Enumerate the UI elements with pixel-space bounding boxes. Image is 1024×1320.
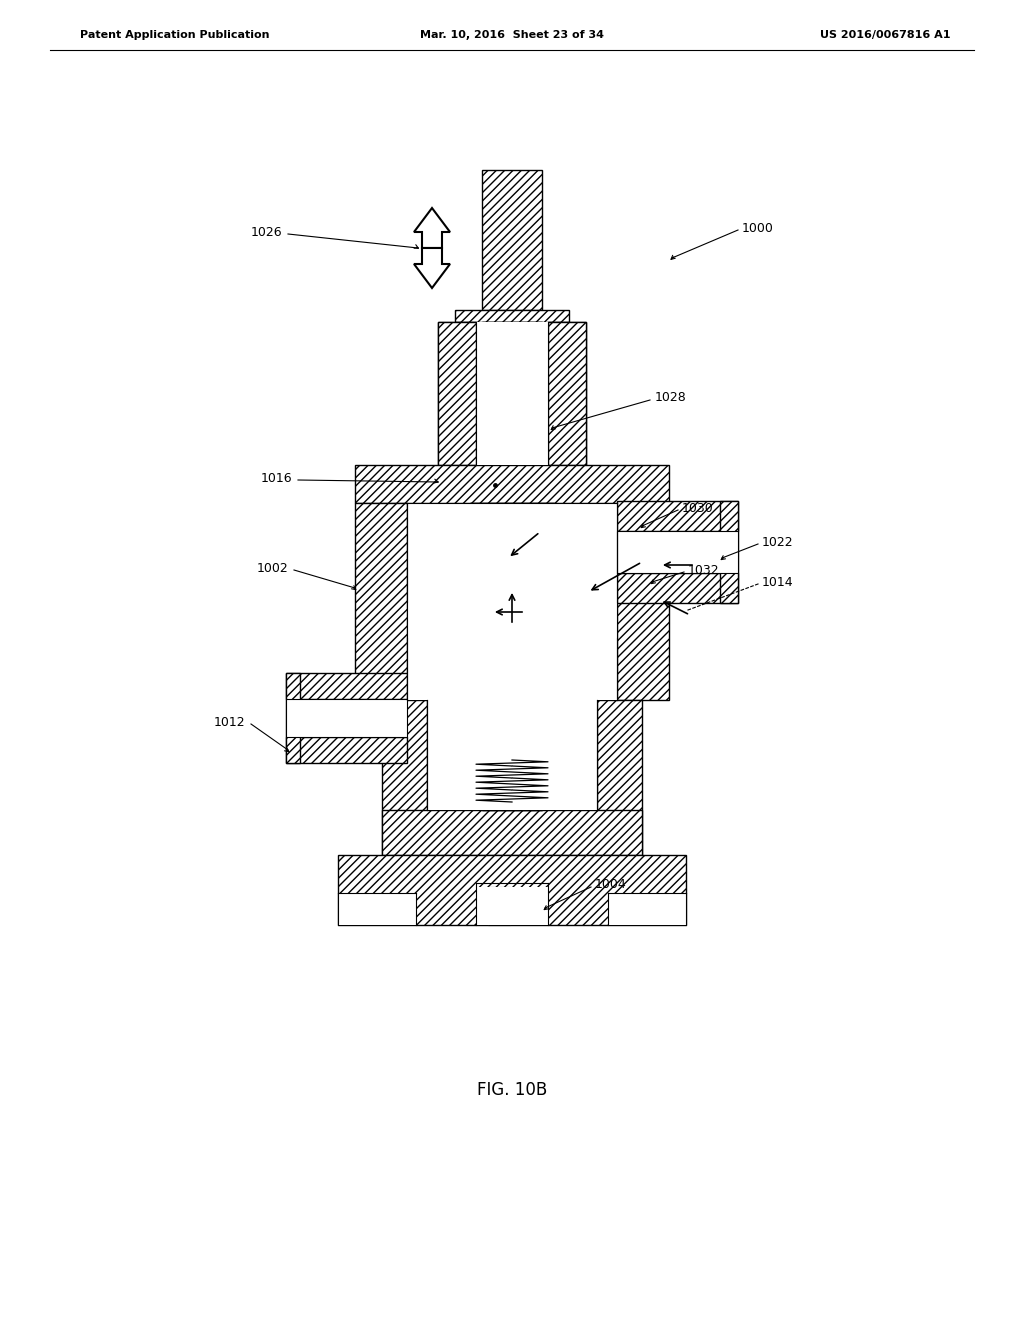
Text: 1028: 1028	[655, 392, 687, 404]
Bar	[608, 894, 686, 925]
Text: FIG. 10B: FIG. 10B	[477, 1081, 547, 1100]
Bar	[482, 638, 542, 755]
Bar	[476, 322, 548, 465]
Bar	[470, 503, 554, 602]
Bar	[286, 700, 407, 737]
Bar	[617, 531, 738, 573]
Bar	[482, 322, 542, 465]
Text: 1014: 1014	[762, 576, 794, 589]
Bar	[355, 503, 407, 700]
Bar	[548, 322, 586, 465]
Bar	[554, 503, 617, 602]
Bar	[338, 855, 686, 925]
Bar	[286, 737, 407, 763]
Bar	[617, 502, 738, 531]
Bar	[407, 602, 462, 700]
Bar	[355, 465, 669, 503]
Text: 1032: 1032	[688, 564, 720, 577]
Bar	[597, 700, 642, 855]
Bar	[407, 602, 462, 638]
Text: Patent Application Publication: Patent Application Publication	[80, 30, 269, 40]
Bar	[427, 700, 597, 810]
Bar	[562, 602, 617, 700]
Text: 1012: 1012	[213, 715, 245, 729]
Bar	[462, 602, 562, 638]
Text: 1000: 1000	[742, 222, 774, 235]
Bar	[407, 503, 617, 700]
Text: 1030: 1030	[682, 502, 714, 515]
Bar	[338, 894, 416, 925]
Bar	[438, 322, 476, 465]
Bar	[407, 503, 470, 602]
Bar	[562, 602, 617, 638]
Text: Mar. 10, 2016  Sheet 23 of 34: Mar. 10, 2016 Sheet 23 of 34	[420, 30, 604, 40]
Text: 1004: 1004	[595, 879, 627, 891]
Bar	[720, 502, 738, 603]
Bar	[382, 810, 642, 855]
Bar	[542, 322, 548, 465]
Text: 1022: 1022	[762, 536, 794, 549]
Text: 1002: 1002	[256, 561, 288, 574]
Bar	[470, 503, 554, 602]
Bar	[482, 755, 542, 810]
Text: 1026: 1026	[251, 226, 282, 239]
Bar	[482, 322, 542, 465]
Bar	[438, 322, 476, 465]
Bar	[548, 322, 586, 465]
Bar	[286, 673, 300, 763]
Bar	[476, 887, 548, 925]
Bar	[482, 170, 542, 310]
Text: US 2016/0067816 A1: US 2016/0067816 A1	[819, 30, 950, 40]
Bar	[476, 322, 482, 465]
Bar	[617, 573, 738, 603]
Text: 1016: 1016	[260, 471, 292, 484]
Bar	[617, 503, 669, 700]
Bar	[482, 755, 542, 810]
Bar	[382, 700, 427, 855]
Bar	[542, 755, 597, 810]
Bar	[286, 673, 407, 700]
Bar	[455, 310, 569, 322]
FancyArrow shape	[414, 248, 450, 288]
Bar	[427, 755, 482, 810]
Bar	[488, 887, 510, 925]
FancyArrow shape	[414, 209, 450, 248]
